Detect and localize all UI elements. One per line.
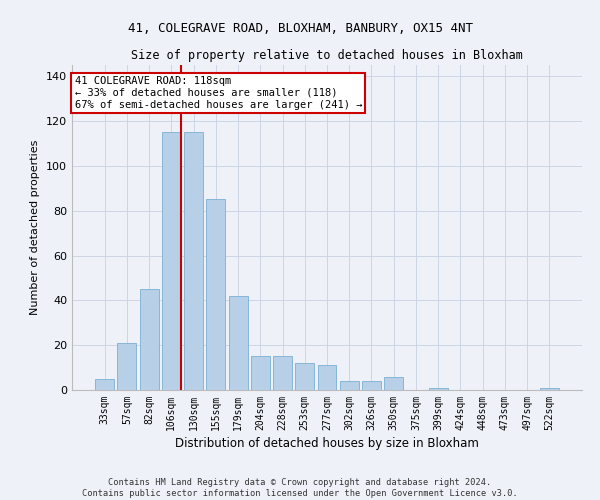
Bar [384,376,403,390]
Text: Contains HM Land Registry data © Crown copyright and database right 2024.
Contai: Contains HM Land Registry data © Crown c… [82,478,518,498]
Bar [540,388,559,390]
Bar [295,363,314,390]
Bar [251,356,270,390]
Bar [317,366,337,390]
Y-axis label: Number of detached properties: Number of detached properties [31,140,40,315]
Bar [162,132,181,390]
Text: 41 COLEGRAVE ROAD: 118sqm
← 33% of detached houses are smaller (118)
67% of semi: 41 COLEGRAVE ROAD: 118sqm ← 33% of detac… [74,76,362,110]
Text: 41, COLEGRAVE ROAD, BLOXHAM, BANBURY, OX15 4NT: 41, COLEGRAVE ROAD, BLOXHAM, BANBURY, OX… [128,22,473,36]
Bar [429,388,448,390]
Title: Size of property relative to detached houses in Bloxham: Size of property relative to detached ho… [131,50,523,62]
Bar [340,381,359,390]
Bar [273,356,292,390]
Bar [118,343,136,390]
Bar [95,379,114,390]
Bar [362,381,381,390]
Bar [184,132,203,390]
Bar [229,296,248,390]
Bar [206,200,225,390]
X-axis label: Distribution of detached houses by size in Bloxham: Distribution of detached houses by size … [175,437,479,450]
Bar [140,289,158,390]
